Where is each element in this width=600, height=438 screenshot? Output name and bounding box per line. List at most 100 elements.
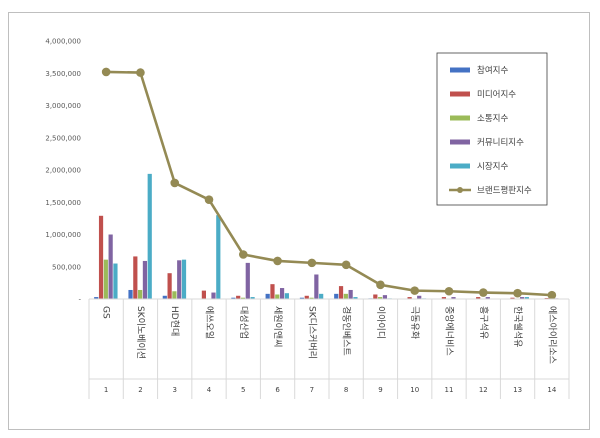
line-point-12	[478, 288, 488, 297]
legend-swatch	[450, 91, 470, 97]
bar-1-7	[299, 297, 305, 299]
line-point-13	[513, 288, 522, 298]
bar-2-3	[167, 273, 172, 299]
y-tick-label: 1,000,000	[45, 231, 81, 239]
x-category-label: 이아이디	[375, 306, 386, 339]
x-category-number: 14	[547, 386, 556, 394]
bar-5-5	[250, 297, 255, 299]
bar-5-13	[524, 297, 529, 299]
bar-5-1	[113, 263, 118, 299]
brand-reputation-chart: - 500,000 1,000,000 1,500,000 2,000,000 2,500…	[45, 38, 570, 399]
x-category-label: 에스아이리소스	[546, 306, 557, 364]
bar-3-3	[172, 291, 177, 299]
line-point-7	[307, 258, 317, 268]
legend-swatch	[450, 67, 470, 73]
legend-label: 커뮤니티지수	[477, 137, 524, 148]
x-category-label: 극동유화	[409, 306, 420, 339]
x-category-label: 중앙에너비스	[444, 306, 456, 356]
x-category-label: 에쓰오일	[204, 306, 215, 339]
bar-4-9	[382, 295, 388, 299]
bar-2-13	[510, 297, 515, 299]
bar-2-4	[201, 290, 206, 299]
x-category-number: 13	[513, 386, 522, 394]
bar-2-7	[304, 295, 309, 299]
bar-4-11	[451, 297, 456, 299]
bar-2-10	[407, 297, 412, 299]
bar-5-4	[216, 215, 221, 299]
line-point-1	[101, 67, 111, 77]
bar-1-6	[265, 293, 270, 299]
line-point-11	[444, 286, 454, 296]
legend-label: 참여지수	[477, 65, 508, 76]
bar-3-5	[240, 297, 246, 299]
x-category-label: HD현대	[169, 306, 180, 336]
y-tick-label: -	[78, 296, 81, 304]
x-category-label: 세원이앤씨	[272, 306, 283, 347]
bar-3-9	[378, 297, 383, 299]
line-layer	[101, 67, 557, 300]
x-category-number: 8	[344, 386, 348, 394]
x-category-number: 4	[207, 386, 212, 394]
x-category-number: 12	[479, 386, 488, 394]
line-point-10	[410, 286, 420, 295]
x-category-number: 7	[310, 386, 314, 394]
x-category-number: 6	[275, 386, 280, 394]
bar-5-3	[181, 259, 187, 299]
x-category-number: 2	[138, 386, 142, 394]
y-axis: - 500,000 1,000,000 1,500,000 2,000,000 2,500…	[45, 38, 81, 304]
bar-2-1	[98, 215, 104, 299]
bar-4-7	[314, 274, 319, 299]
line-point-6	[273, 256, 282, 266]
line-point-5	[238, 250, 248, 259]
bar-3-6	[275, 294, 280, 299]
bar-4-4	[211, 292, 216, 299]
bar-4-5	[245, 262, 250, 299]
y-tick-label: 3,500,000	[45, 70, 81, 78]
legend-label: 소통지수	[477, 114, 508, 124]
line-point-8	[341, 260, 351, 270]
bar-3-7	[309, 297, 314, 299]
legend-label: 시장지수	[477, 161, 508, 172]
bar-2-6	[270, 284, 275, 299]
bar-5-2	[147, 173, 152, 299]
bar-3-2	[138, 289, 143, 299]
bar-2-8	[338, 286, 344, 299]
legend-marker	[457, 187, 463, 193]
y-tick-label: 3,000,000	[45, 102, 81, 110]
brand-index-line	[106, 70, 552, 297]
bar-4-6	[279, 288, 285, 299]
bar-1-3	[162, 295, 167, 299]
legend-swatch	[450, 115, 470, 121]
x-category-number: 1	[104, 386, 108, 394]
bar-4-8	[348, 289, 353, 299]
line-point-4	[204, 195, 214, 204]
bar-2-9	[373, 294, 378, 299]
bar-3-1	[103, 259, 108, 299]
legend-box	[436, 52, 548, 206]
x-category-label: SK디스커버리	[306, 306, 317, 359]
bar-4-1	[108, 234, 113, 299]
bar-1-1	[94, 297, 99, 299]
bar-4-2	[142, 260, 148, 299]
bar-1-8	[334, 293, 339, 299]
bar-3-8	[343, 293, 348, 299]
x-category-number: 11	[445, 386, 454, 394]
line-point-3	[170, 178, 180, 188]
legend-label: 브랜드평판지수	[477, 185, 532, 196]
x-axis: GS 1 SK이노베이션 2 HD현대 3 에쓰오일 4 대성산업 5 세원이앤씨 6 SK디스커버리 7…	[88, 298, 570, 399]
y-tick-label: 4,000,000	[45, 38, 81, 46]
y-tick-label: 500,000	[52, 263, 81, 271]
x-category-label: 경동인베스트	[341, 306, 353, 356]
x-category-label: SK이노베이션	[135, 306, 146, 359]
y-tick-label: 2,500,000	[45, 134, 81, 142]
x-category-number: 9	[378, 386, 382, 394]
line-point-14	[547, 290, 557, 300]
bar-5-7	[319, 293, 324, 299]
line-point-9	[376, 280, 385, 290]
x-category-label: 흥구석유	[478, 306, 490, 339]
bar-2-12	[476, 297, 481, 299]
bar-4-10	[417, 295, 422, 299]
bar-2-11	[441, 297, 446, 299]
bar-4-3	[177, 260, 182, 299]
legend-swatch	[450, 139, 470, 145]
